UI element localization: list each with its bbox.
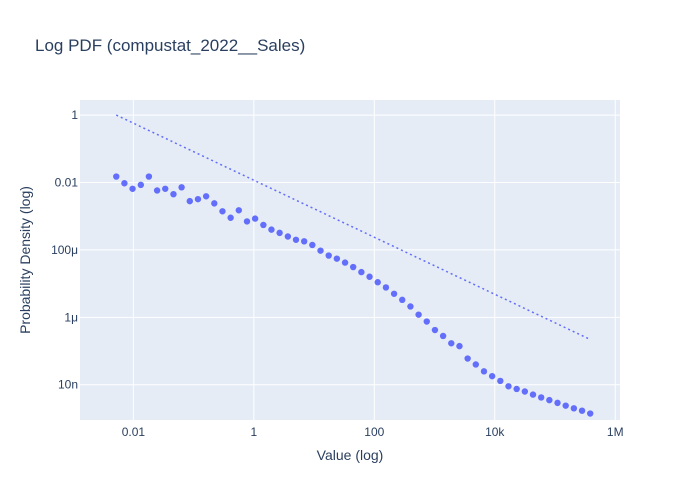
data-point xyxy=(333,255,341,262)
data-point xyxy=(497,377,504,385)
data-point xyxy=(243,218,251,225)
y-axis-label: Probability Density (log) xyxy=(17,186,33,334)
data-point xyxy=(202,193,210,200)
data-point xyxy=(439,332,447,340)
data-point xyxy=(513,385,520,393)
data-point xyxy=(562,402,569,409)
data-point xyxy=(448,340,455,347)
y-tick-label: 10n xyxy=(58,378,78,392)
data-point xyxy=(284,233,292,240)
x-tick-label: 100 xyxy=(364,425,384,439)
data-point xyxy=(349,263,357,271)
data-point xyxy=(488,372,496,380)
data-point xyxy=(407,303,414,310)
data-point xyxy=(260,221,267,229)
plot-area xyxy=(80,100,620,420)
data-point xyxy=(390,290,398,297)
data-point xyxy=(162,185,169,192)
data-point xyxy=(399,296,406,304)
data-point xyxy=(382,284,390,291)
chart-title: Log PDF (compustat_2022__Sales) xyxy=(35,36,305,55)
data-point xyxy=(366,273,373,280)
y-tick-label: 1μ xyxy=(64,310,78,324)
x-tick-label: 10k xyxy=(485,425,505,439)
data-point xyxy=(300,238,308,245)
data-point xyxy=(292,236,300,243)
data-point xyxy=(415,311,422,318)
data-point xyxy=(309,241,316,249)
x-tick-label: 0.01 xyxy=(122,425,146,439)
data-point xyxy=(219,208,226,215)
data-point xyxy=(194,195,202,203)
data-points xyxy=(113,173,594,417)
y-tick-label: 100μ xyxy=(51,243,78,257)
data-point xyxy=(170,190,177,198)
data-point xyxy=(276,229,283,237)
data-point xyxy=(431,326,439,334)
x-tick-label: 1 xyxy=(250,425,257,439)
x-tick-labels: 0.01 1 100 10k 1M xyxy=(122,425,624,439)
data-point xyxy=(227,214,234,221)
data-point xyxy=(317,247,324,254)
data-point xyxy=(325,252,332,259)
data-point xyxy=(251,215,259,222)
data-point xyxy=(178,184,185,191)
data-point xyxy=(578,407,586,414)
x-gridlines xyxy=(132,100,616,420)
y-tick-labels: 1 0.01 100μ 1μ 10n xyxy=(51,108,78,392)
data-point xyxy=(570,405,578,412)
data-point xyxy=(268,226,275,233)
data-point xyxy=(537,394,545,401)
data-point xyxy=(137,181,145,189)
data-point xyxy=(554,399,561,407)
data-point xyxy=(129,185,136,192)
data-point xyxy=(358,268,365,276)
x-tick-label: 1M xyxy=(607,425,624,439)
data-point xyxy=(480,368,488,375)
data-point xyxy=(153,187,161,194)
data-point xyxy=(235,207,243,214)
data-point xyxy=(121,180,128,187)
data-point xyxy=(472,361,479,368)
data-point xyxy=(546,396,553,404)
data-point xyxy=(113,173,120,180)
data-point xyxy=(529,391,537,398)
y-gridlines xyxy=(80,114,620,386)
x-axis-label: Value (log) xyxy=(317,447,384,463)
data-point xyxy=(464,355,471,362)
data-point xyxy=(521,388,529,395)
data-point xyxy=(145,173,153,180)
data-point xyxy=(423,318,430,325)
data-point xyxy=(341,259,349,266)
data-point xyxy=(186,197,193,205)
data-point xyxy=(211,200,218,207)
data-point xyxy=(587,410,594,417)
data-point xyxy=(505,383,512,390)
data-point xyxy=(456,342,463,350)
y-tick-label: 1 xyxy=(71,108,78,122)
data-point xyxy=(374,279,381,286)
y-tick-label: 0.01 xyxy=(55,175,79,189)
